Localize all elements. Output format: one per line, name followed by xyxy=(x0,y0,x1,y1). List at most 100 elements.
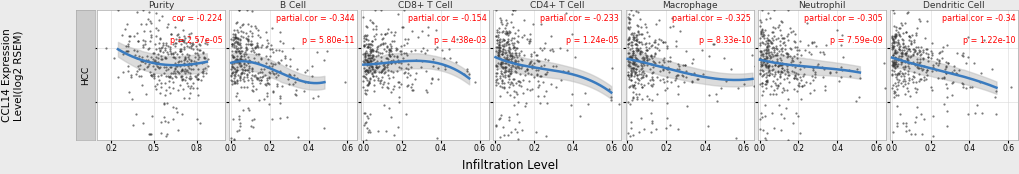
Point xyxy=(272,39,288,42)
Point xyxy=(786,88,802,91)
Point xyxy=(767,52,784,55)
Point xyxy=(506,69,523,72)
Point xyxy=(495,43,512,46)
Point xyxy=(269,85,285,88)
Point xyxy=(886,89,902,92)
Point xyxy=(135,121,151,124)
Point xyxy=(707,93,723,96)
Point xyxy=(505,104,522,107)
Point xyxy=(359,60,375,63)
Point xyxy=(164,56,180,58)
Point xyxy=(159,53,175,56)
Point xyxy=(355,61,371,63)
Point xyxy=(775,69,792,72)
Point xyxy=(643,122,659,125)
Point xyxy=(161,66,177,69)
Point xyxy=(399,67,416,70)
Point xyxy=(536,64,552,67)
Point xyxy=(363,48,379,51)
Point xyxy=(151,65,167,68)
Point xyxy=(636,83,652,86)
Point xyxy=(403,66,419,69)
Point xyxy=(895,41,911,44)
Point xyxy=(498,40,515,43)
Point xyxy=(376,42,392,44)
Point xyxy=(891,113,907,116)
Point xyxy=(172,43,189,46)
Point xyxy=(788,52,804,55)
Point xyxy=(514,59,530,62)
Point xyxy=(728,137,744,140)
Point xyxy=(922,70,938,73)
Point xyxy=(532,74,548,77)
Point xyxy=(392,67,409,70)
Point xyxy=(773,91,790,93)
Point xyxy=(251,99,267,101)
Point xyxy=(231,58,248,61)
Point xyxy=(366,69,382,72)
Point xyxy=(751,73,767,76)
Point xyxy=(360,53,376,56)
Point xyxy=(937,86,954,89)
Point xyxy=(890,41,906,44)
Point xyxy=(121,91,138,94)
Point xyxy=(771,39,788,42)
Point xyxy=(771,48,788,51)
Point xyxy=(506,60,523,63)
Point xyxy=(625,63,641,66)
Point xyxy=(525,65,541,68)
Point xyxy=(232,58,249,61)
Point xyxy=(629,96,645,99)
Point xyxy=(641,79,657,81)
Point xyxy=(376,81,392,84)
Point xyxy=(658,116,675,119)
Point xyxy=(156,56,172,59)
Point xyxy=(631,92,647,95)
Point xyxy=(890,73,906,76)
Point xyxy=(759,69,775,72)
Point xyxy=(631,70,647,73)
Point xyxy=(427,28,443,31)
Point xyxy=(506,63,523,66)
Point xyxy=(162,33,178,35)
Point xyxy=(369,79,385,81)
Point xyxy=(655,80,672,83)
Point xyxy=(777,63,794,66)
Point xyxy=(627,10,643,13)
Point xyxy=(756,58,772,60)
Point xyxy=(490,46,506,48)
Point xyxy=(783,56,799,59)
Point xyxy=(162,48,178,51)
Point xyxy=(780,39,796,41)
Point xyxy=(383,62,399,64)
Point xyxy=(512,73,528,76)
Point xyxy=(372,43,388,46)
Point xyxy=(899,59,915,62)
Point xyxy=(886,33,902,35)
Point xyxy=(359,59,375,62)
Point xyxy=(766,54,783,57)
Point xyxy=(933,77,950,80)
Point xyxy=(526,75,542,78)
Point xyxy=(505,61,522,64)
Point xyxy=(622,65,638,67)
Point xyxy=(223,63,239,66)
Point xyxy=(226,82,243,85)
Point xyxy=(629,65,645,68)
Point xyxy=(467,81,483,84)
Point xyxy=(522,60,538,62)
Point xyxy=(500,68,517,70)
Point xyxy=(756,83,772,86)
Point xyxy=(229,58,246,61)
Point xyxy=(884,64,901,67)
Point xyxy=(627,59,643,62)
Point xyxy=(768,54,785,57)
Point xyxy=(959,36,975,38)
Point xyxy=(883,73,900,76)
Point xyxy=(232,122,249,124)
Point xyxy=(370,64,386,67)
Point xyxy=(508,63,525,66)
Point xyxy=(264,51,280,53)
Point xyxy=(224,42,240,45)
Point xyxy=(500,32,517,34)
